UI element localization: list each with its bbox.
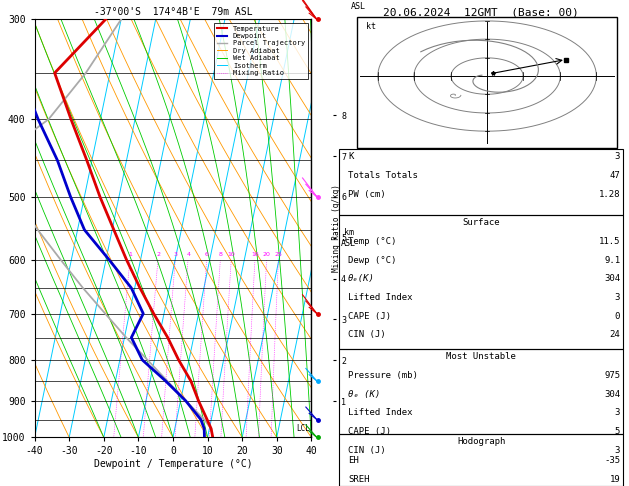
Text: 10: 10 bbox=[228, 252, 235, 257]
Text: 20: 20 bbox=[263, 252, 271, 257]
Text: Surface: Surface bbox=[462, 218, 500, 227]
Text: CAPE (J): CAPE (J) bbox=[348, 427, 391, 436]
Text: EH: EH bbox=[348, 456, 359, 465]
Text: 11.5: 11.5 bbox=[599, 237, 620, 246]
Y-axis label: km
ASL: km ASL bbox=[342, 228, 356, 248]
Text: 3: 3 bbox=[174, 252, 178, 257]
Bar bbox=[339, 149, 623, 215]
Text: Most Unstable: Most Unstable bbox=[446, 352, 516, 362]
Text: 3: 3 bbox=[615, 408, 620, 417]
Text: CAPE (J): CAPE (J) bbox=[348, 312, 391, 321]
Text: θₑ (K): θₑ (K) bbox=[348, 390, 381, 399]
Text: 0: 0 bbox=[615, 312, 620, 321]
Text: Totals Totals: Totals Totals bbox=[348, 171, 418, 180]
Text: 8: 8 bbox=[219, 252, 223, 257]
Text: 5: 5 bbox=[615, 427, 620, 436]
Bar bbox=[339, 349, 623, 434]
Text: LCL: LCL bbox=[296, 424, 310, 433]
Text: θₑ(K): θₑ(K) bbox=[348, 274, 375, 283]
Text: K: K bbox=[348, 152, 353, 161]
Text: 2: 2 bbox=[157, 252, 160, 257]
Text: Hodograph: Hodograph bbox=[457, 437, 505, 447]
Text: Lifted Index: Lifted Index bbox=[348, 293, 413, 302]
Text: km
ASL: km ASL bbox=[351, 0, 366, 11]
Text: 16: 16 bbox=[252, 252, 259, 257]
Text: 25: 25 bbox=[275, 252, 282, 257]
Text: kt: kt bbox=[366, 22, 376, 31]
Text: Dewp (°C): Dewp (°C) bbox=[348, 256, 396, 265]
Text: 4: 4 bbox=[186, 252, 191, 257]
Text: Temp (°C): Temp (°C) bbox=[348, 237, 396, 246]
Text: PW (cm): PW (cm) bbox=[348, 190, 386, 199]
Text: Lifted Index: Lifted Index bbox=[348, 408, 413, 417]
Text: CIN (J): CIN (J) bbox=[348, 446, 386, 455]
Text: SREH: SREH bbox=[348, 475, 370, 484]
Text: 3: 3 bbox=[615, 152, 620, 161]
Text: 304: 304 bbox=[604, 274, 620, 283]
Text: CIN (J): CIN (J) bbox=[348, 330, 386, 340]
X-axis label: Dewpoint / Temperature (°C): Dewpoint / Temperature (°C) bbox=[94, 459, 252, 469]
Text: 6: 6 bbox=[205, 252, 209, 257]
Text: 20.06.2024  12GMT  (Base: 00): 20.06.2024 12GMT (Base: 00) bbox=[383, 7, 579, 17]
Text: 47: 47 bbox=[610, 171, 620, 180]
Text: 1.28: 1.28 bbox=[599, 190, 620, 199]
Text: -35: -35 bbox=[604, 456, 620, 465]
Text: Mixing Ratio (g/kg): Mixing Ratio (g/kg) bbox=[332, 185, 341, 272]
Text: 975: 975 bbox=[604, 371, 620, 380]
Text: 1: 1 bbox=[128, 252, 133, 257]
Text: Pressure (mb): Pressure (mb) bbox=[348, 371, 418, 380]
Legend: Temperature, Dewpoint, Parcel Trajectory, Dry Adiabat, Wet Adiabat, Isotherm, Mi: Temperature, Dewpoint, Parcel Trajectory… bbox=[214, 23, 308, 79]
Text: 19: 19 bbox=[610, 475, 620, 484]
Bar bbox=[339, 434, 623, 486]
Text: 304: 304 bbox=[604, 390, 620, 399]
Bar bbox=[357, 17, 617, 148]
Bar bbox=[339, 215, 623, 349]
Text: 9.1: 9.1 bbox=[604, 256, 620, 265]
Title: -37°00'S  174°4B'E  79m ASL: -37°00'S 174°4B'E 79m ASL bbox=[94, 7, 252, 17]
Text: 3: 3 bbox=[615, 293, 620, 302]
Text: 3: 3 bbox=[615, 446, 620, 455]
Text: 24: 24 bbox=[610, 330, 620, 340]
